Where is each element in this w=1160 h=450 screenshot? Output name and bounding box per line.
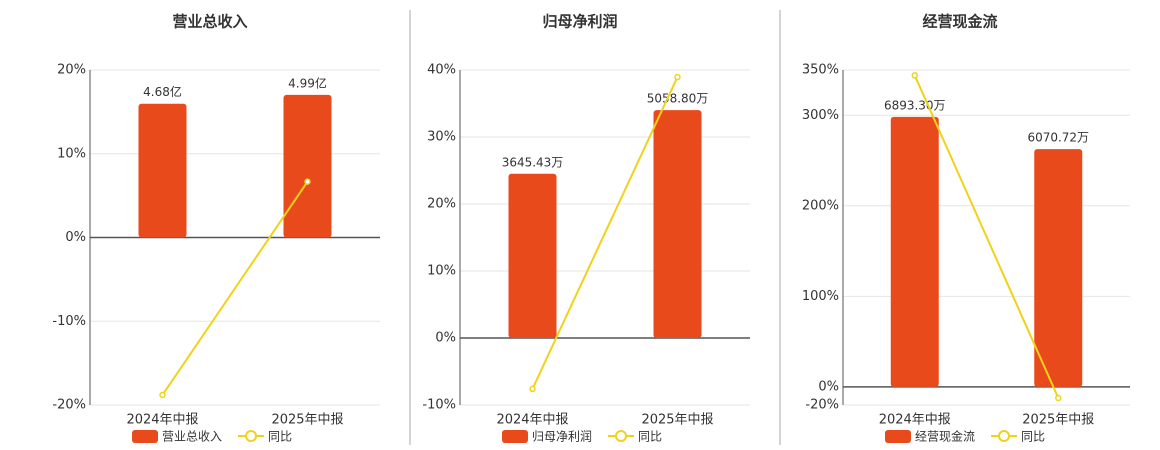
legend-swatch bbox=[132, 430, 158, 443]
x-tick-label: 2024年中报 bbox=[879, 413, 951, 428]
bar bbox=[508, 173, 557, 338]
bar bbox=[1034, 149, 1083, 387]
value-label: 6070.72万 bbox=[1027, 131, 1089, 145]
y-tick-label: 10% bbox=[427, 264, 456, 279]
y-tick-label: 350% bbox=[802, 63, 839, 78]
line bbox=[161, 181, 309, 396]
legend-label: 营业总收入 bbox=[162, 430, 222, 444]
x-tick-label: 2025年中报 bbox=[271, 413, 343, 428]
y-tick-label: 10% bbox=[57, 146, 86, 161]
x-tick-label: 2025年中报 bbox=[641, 413, 713, 428]
y-tick-label: 100% bbox=[802, 289, 839, 304]
line bbox=[913, 75, 1060, 399]
legend-label: 同比 bbox=[638, 430, 662, 444]
y-tick-label: 40% bbox=[427, 63, 456, 78]
y-tick-label: 20% bbox=[427, 197, 456, 212]
value-label: 5058.80万 bbox=[647, 92, 709, 106]
legend-swatch bbox=[245, 430, 258, 442]
value-label: 4.68亿 bbox=[143, 84, 182, 99]
legend-swatch bbox=[615, 430, 628, 442]
y-tick-label: -20% bbox=[805, 398, 839, 413]
legend-swatch bbox=[502, 430, 528, 443]
bar bbox=[138, 103, 187, 238]
point bbox=[159, 391, 166, 399]
y-tick-label: 30% bbox=[427, 130, 456, 145]
bar bbox=[890, 116, 939, 387]
y-tick-label: 300% bbox=[802, 108, 839, 123]
y-tick-label: -10% bbox=[52, 314, 86, 329]
chart-title: 营业总收入 bbox=[172, 13, 247, 31]
x-tick-label: 2024年中报 bbox=[496, 413, 568, 428]
y-tick-label: -20% bbox=[52, 398, 86, 413]
legend-swatch bbox=[885, 430, 911, 443]
value-label: 6893.30万 bbox=[884, 98, 946, 112]
y-tick-label: 200% bbox=[802, 198, 839, 213]
bar bbox=[283, 94, 332, 238]
y-tick-label: 0% bbox=[435, 331, 456, 346]
point bbox=[911, 72, 918, 79]
x-tick-label: 2024年中报 bbox=[126, 413, 198, 428]
point bbox=[674, 73, 681, 81]
y-tick-label: 20% bbox=[57, 63, 86, 78]
legend-label: 同比 bbox=[268, 430, 292, 444]
point bbox=[304, 178, 311, 185]
point bbox=[529, 385, 536, 393]
legend-swatch bbox=[998, 430, 1011, 442]
y-tick-label: 0% bbox=[818, 379, 839, 394]
x-tick-label: 2025年中报 bbox=[1022, 413, 1094, 428]
y-tick-label: 0% bbox=[65, 230, 86, 245]
y-tick-label: -10% bbox=[422, 398, 456, 413]
legend-label: 经营现金流 bbox=[915, 429, 975, 444]
chart-title: 经营现金流 bbox=[922, 13, 997, 31]
value-label: 4.99亿 bbox=[288, 75, 327, 90]
bar bbox=[653, 110, 702, 338]
line bbox=[531, 76, 679, 390]
legend-label: 归母净利润 bbox=[532, 430, 592, 444]
chart-title: 归母净利润 bbox=[542, 13, 617, 31]
value-label: 3645.43万 bbox=[502, 155, 564, 169]
legend-label: 同比 bbox=[1021, 430, 1045, 444]
point bbox=[1055, 394, 1062, 402]
